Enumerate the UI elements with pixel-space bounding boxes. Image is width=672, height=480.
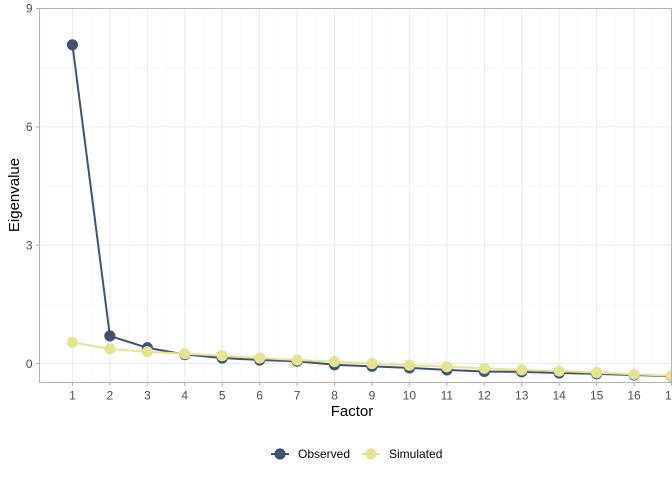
legend-key-point [365, 448, 377, 460]
x-tick-label: 15 [590, 389, 604, 403]
data-point-simulated [104, 343, 116, 355]
x-tick-label: 2 [107, 389, 114, 403]
legend-label: Simulated [389, 447, 442, 461]
y-tick-label: 6 [26, 120, 33, 134]
x-tick-label: 9 [369, 389, 376, 403]
y-axis-title: Eigenvalue [6, 158, 23, 232]
y-tick-label: 3 [26, 238, 33, 252]
x-axis-title: Factor [331, 403, 374, 420]
data-point-simulated [441, 361, 453, 373]
data-point-simulated [254, 352, 266, 364]
series-layer [66, 39, 672, 382]
legend: Observed Simulated [271, 447, 442, 461]
data-point-simulated [403, 359, 416, 371]
grid-lines [39, 7, 672, 383]
legend-label: Observed [298, 447, 350, 461]
y-tick-label: 0 [26, 357, 33, 371]
data-point-simulated [665, 370, 672, 382]
data-point-simulated [216, 350, 228, 362]
x-tick-label: 5 [219, 389, 226, 403]
x-tick-label: 6 [256, 389, 263, 403]
series-simulated [66, 336, 672, 382]
data-point-simulated [478, 362, 490, 374]
legend-key-point [274, 448, 286, 460]
x-tick-label: 11 [441, 389, 454, 403]
data-point-simulated [66, 336, 79, 348]
x-tick-label: 17 [665, 389, 672, 403]
x-tick-label: 1 [69, 389, 76, 403]
legend-item-simulated: Simulated [362, 447, 442, 461]
data-point-observed [66, 39, 79, 51]
series-observed [66, 39, 672, 382]
data-point-simulated [141, 346, 153, 358]
data-point-simulated [591, 367, 603, 379]
panel-border [38, 7, 672, 384]
y-tick-label: 9 [26, 2, 33, 16]
x-tick-label: 8 [331, 389, 338, 403]
data-point-simulated [516, 364, 528, 376]
data-point-observed [104, 330, 116, 342]
x-tick-label: 10 [403, 389, 417, 403]
legend-item-observed: Observed [271, 447, 350, 461]
x-tick-label: 13 [515, 389, 529, 403]
x-tick-label: 16 [627, 389, 641, 403]
data-point-simulated [553, 365, 565, 377]
data-point-simulated [628, 368, 640, 380]
x-tick-label: 4 [181, 389, 188, 403]
x-tick-label: 14 [552, 389, 566, 403]
data-point-simulated [179, 348, 191, 360]
data-point-simulated [366, 357, 378, 370]
data-point-simulated [328, 355, 341, 368]
data-point-simulated [291, 354, 303, 366]
x-tick-label: 7 [294, 389, 301, 403]
axes: 03691234567891011121314151617 [26, 2, 672, 403]
x-tick-label: 12 [478, 389, 492, 403]
x-tick-label: 3 [144, 389, 151, 403]
